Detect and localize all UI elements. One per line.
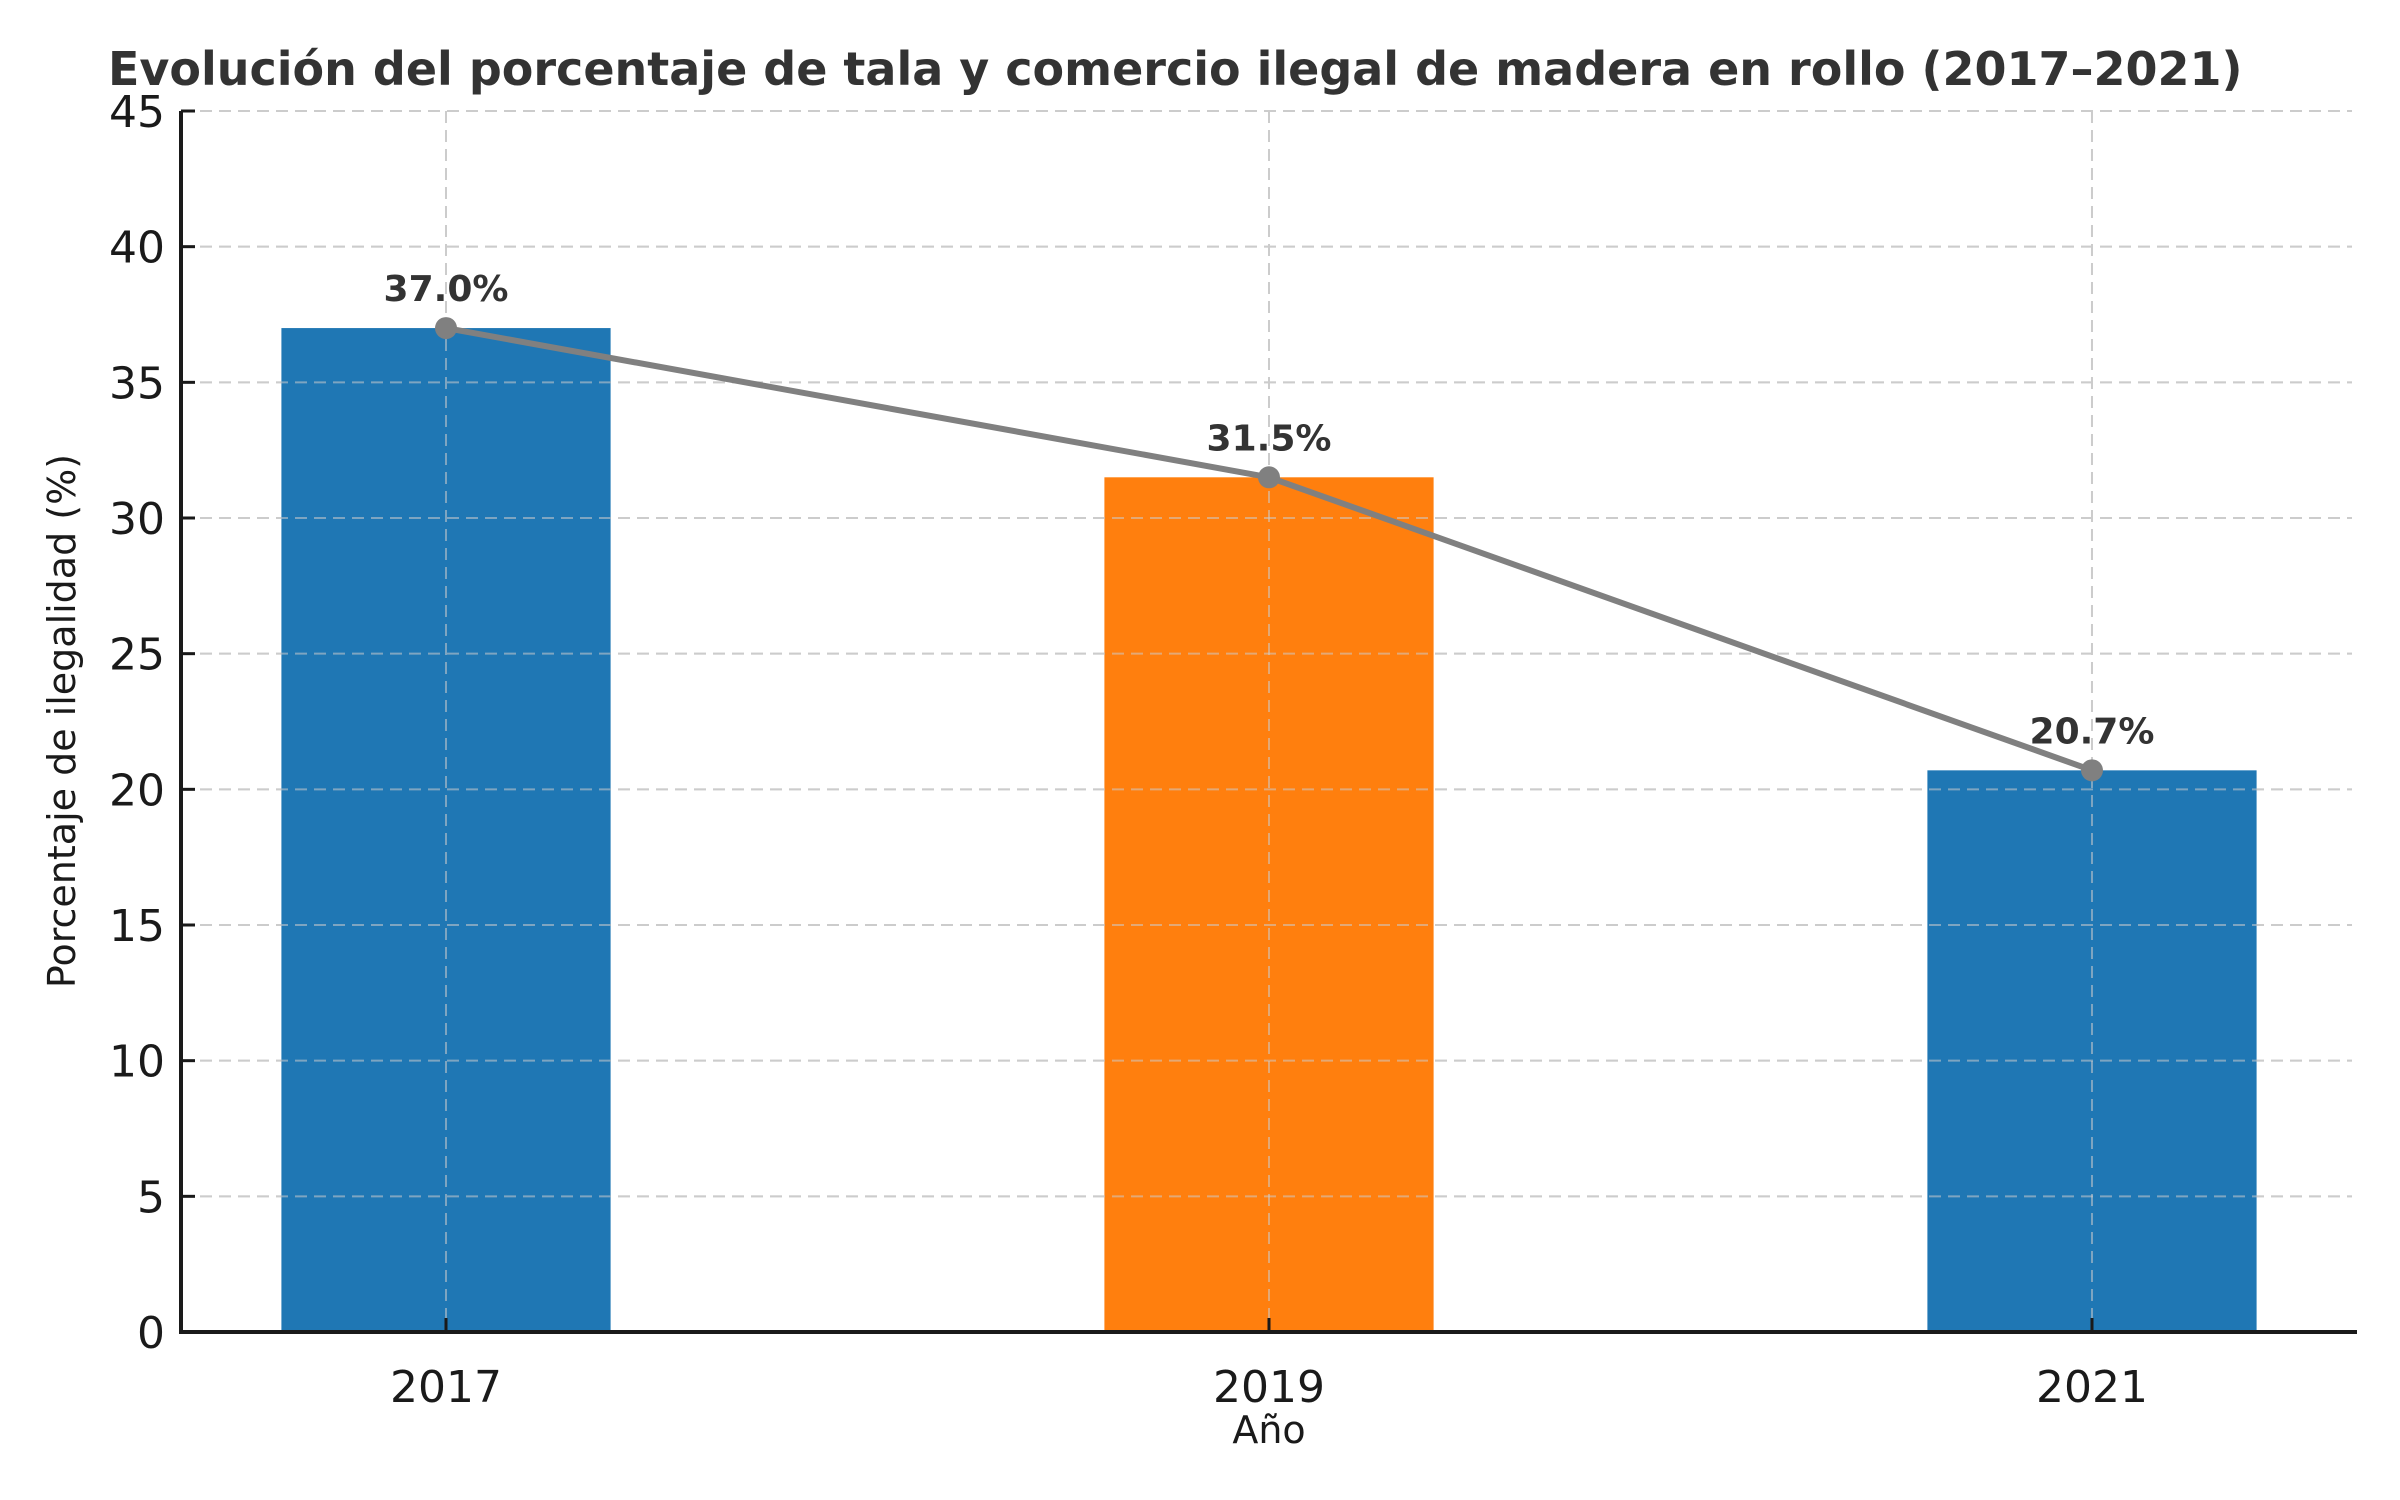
y-axis-label: Porcentaje de ilegalidad (%) (40, 454, 84, 988)
trend-marker-2019 (1258, 466, 1280, 489)
bar-2019 (1104, 477, 1434, 1332)
y-tick-label: 40 (109, 223, 165, 274)
data-labels: 37.0% 31.5% 20.7% (384, 269, 2155, 752)
y-tick-label: 35 (109, 358, 165, 409)
trend-marker-2017 (435, 317, 458, 340)
x-axis-label: Año (1232, 1408, 1305, 1452)
x-tick-label: 2021 (2036, 1362, 2148, 1413)
trend-marker-2021 (2080, 759, 2103, 782)
axes: 0 5 10 15 20 25 30 35 40 45 2017 2019 2021 (109, 87, 2357, 1413)
x-tick-label: 2017 (390, 1362, 502, 1413)
chart-title: Evolución del porcentaje de tala y comer… (108, 42, 2243, 96)
y-tick-label: 10 (109, 1037, 165, 1088)
y-tick-label: 20 (109, 765, 165, 816)
y-tick-label: 15 (109, 901, 165, 952)
y-tick-label: 25 (109, 630, 165, 681)
x-tick-label: 2019 (1213, 1362, 1325, 1413)
data-label-2019: 31.5% (1207, 418, 1332, 459)
y-tick-label: 45 (109, 87, 165, 138)
data-label-2017: 37.0% (384, 269, 509, 310)
y-tick-label: 5 (137, 1172, 165, 1223)
trend-line (435, 317, 2103, 782)
y-tick-label: 30 (109, 494, 165, 545)
data-label-2021: 20.7% (2030, 711, 2155, 752)
y-tick-label: 0 (137, 1308, 165, 1359)
